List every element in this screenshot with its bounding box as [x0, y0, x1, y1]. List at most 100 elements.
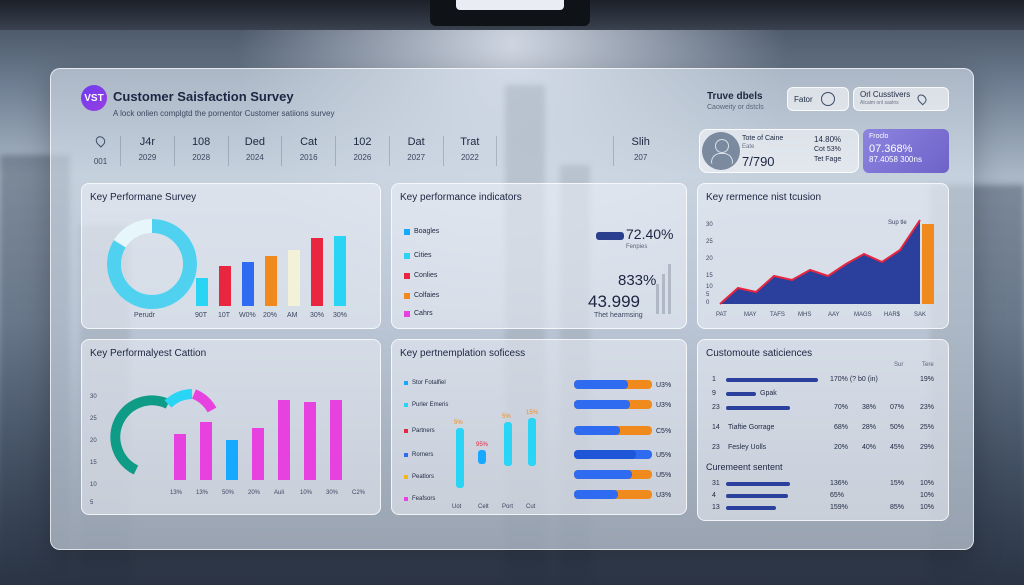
stat-item[interactable]: Slih 207: [614, 136, 667, 166]
x-tick: MAGS: [854, 312, 872, 318]
row-cell: 50%: [890, 424, 905, 431]
highlight-card[interactable]: Froclo 07.368% 87.4058 300ns: [863, 129, 949, 173]
progress-pct: C5%: [656, 428, 671, 435]
x-tick: Uot: [452, 504, 462, 510]
stat-label: 207: [633, 153, 648, 162]
location-button[interactable]: Orl Cusstivers Alcaim onl saslns: [853, 87, 949, 111]
legend-label: Feafsors: [412, 496, 436, 502]
row-name: Gpak: [760, 390, 777, 397]
legend-item: Boagles: [404, 228, 439, 235]
progress-fill: [574, 426, 620, 435]
table-row[interactable]: 1 170% (? b0 (in) 19%: [698, 376, 946, 388]
x-tick: HAR$: [884, 312, 901, 318]
analyst-chart: 30 25 20 15 10 5 13% 13% 50% 20% Auli 10…: [90, 389, 366, 506]
card-title: Key pertnemplation soficess: [400, 348, 526, 359]
x-tick: 13%: [196, 490, 209, 496]
legend-swatch: [404, 429, 408, 433]
row-index: 23: [712, 404, 720, 411]
row-cell: 28%: [862, 424, 877, 431]
location-text: Orl Cusstivers Alcaim onl saslns: [860, 90, 910, 108]
row-index: 1: [712, 376, 716, 383]
toggle-circle-icon[interactable]: [820, 92, 835, 106]
stat-value: Trat: [460, 136, 480, 148]
row-index: 9: [712, 390, 716, 397]
stat-item[interactable]: J4r 2029: [121, 136, 175, 166]
stat-item[interactable]: Trat 2022: [444, 136, 498, 166]
legend-label: Colfaies: [414, 292, 440, 299]
success-chart: 5% 95% 5% 15% Uot Celt Port Cut U3% U3% …: [452, 380, 671, 510]
row-cell: 10%: [920, 492, 935, 499]
bar: [478, 450, 486, 464]
stat-item[interactable]: Dat 2027: [390, 136, 444, 166]
y-tick: 20: [706, 256, 713, 262]
stat-value: 108: [191, 136, 211, 148]
bar-label: 15%: [526, 410, 539, 416]
legend-item: Partners: [404, 428, 435, 434]
tick-label: W0%: [239, 312, 256, 319]
bar: [219, 266, 231, 306]
filter-button[interactable]: Fator: [787, 87, 849, 111]
row-cell: 136%: [830, 480, 848, 487]
x-tick: 10%: [300, 490, 313, 496]
x-tick: C2%: [352, 490, 366, 496]
bar: [304, 402, 316, 480]
stat-value: Slih: [631, 136, 650, 148]
stat-item[interactable]: 001: [81, 134, 121, 166]
stat-value: Dat: [407, 136, 425, 148]
stat-label: 2029: [138, 153, 157, 162]
row-cell: 29%: [920, 444, 935, 451]
kpi-indicators-card: Key performance indicators Boagles Citie…: [391, 183, 687, 329]
legend-swatch: [404, 475, 408, 479]
user-card-value: 7/790: [742, 154, 775, 169]
legend-label: Conlies: [414, 272, 438, 279]
stat-value: 102: [353, 136, 372, 148]
table-row[interactable]: 31 136% 15% 10%: [698, 480, 946, 492]
legend-swatch: [404, 272, 410, 279]
legend-swatch: [404, 310, 410, 317]
legend-label: Cities: [414, 252, 432, 259]
bar: [174, 434, 186, 480]
bar: [334, 236, 346, 306]
table-row[interactable]: 14 Tiaftie Gorrage 68% 28% 50% 25%: [698, 424, 946, 436]
legend-label: Rorners: [412, 452, 434, 458]
progress-fill: [574, 380, 628, 389]
table-row[interactable]: 4 65% 10%: [698, 492, 946, 504]
ceiling-lamp: [430, 0, 590, 26]
stat-item[interactable]: Ded 2024: [229, 136, 283, 166]
x-tick: 13%: [170, 490, 183, 496]
x-tick: 30%: [326, 490, 339, 496]
legend-label: Cahrs: [414, 310, 433, 317]
table-row[interactable]: 23 Fesley Uolls 20% 40% 45% 29%: [698, 444, 946, 456]
tick-label: AM: [287, 312, 298, 319]
bar: [528, 418, 536, 466]
legend-label: Purler Emeris: [412, 402, 449, 408]
stat-item[interactable]: 102 2026: [336, 136, 390, 166]
table-row[interactable]: 13 159% 85% 10%: [698, 504, 946, 516]
legend-label: Peatlors: [412, 474, 435, 480]
row-index: 4: [712, 492, 716, 499]
tick-label: 10T: [218, 312, 231, 319]
bar: [330, 400, 342, 480]
stat-label: 2016: [299, 153, 318, 162]
user-card-line2: Eate: [742, 144, 755, 150]
stat-item[interactable]: 108 2028: [175, 136, 229, 166]
stat-item[interactable]: Cat 2016: [282, 136, 336, 166]
gauge-arc: [110, 395, 171, 475]
kpi-survey-card: Key Performane Survey Perudr 90T 10T W0%…: [81, 183, 381, 329]
table-row[interactable]: 9 Gpak: [698, 390, 946, 402]
stat-value: J4r: [139, 136, 156, 148]
stat-label: 2028: [192, 153, 211, 162]
table-row[interactable]: 23 70% 38% 07% 23%: [698, 404, 946, 416]
y-tick: 15: [706, 273, 713, 279]
legend-item: Colfaies: [404, 292, 439, 299]
x-tick: PAT: [716, 312, 727, 318]
row-cell: 25%: [920, 424, 935, 431]
x-tick: 20%: [248, 490, 261, 496]
user-summary-card[interactable]: Tote of Caine Eate 7/790 14.80% Cot 53% …: [699, 129, 859, 173]
page-title: Customer Saisfaction Survey: [113, 89, 294, 104]
stat-label: 2027: [407, 153, 426, 162]
row-name: Tiaftie Gorrage: [728, 424, 775, 431]
location-sub: Alcaim onl saslns: [860, 100, 899, 106]
card-title: Key rermence nist tcusion: [706, 192, 822, 203]
dashboard-panel: VST Customer Saisfaction Survey A lock o…: [50, 68, 974, 550]
